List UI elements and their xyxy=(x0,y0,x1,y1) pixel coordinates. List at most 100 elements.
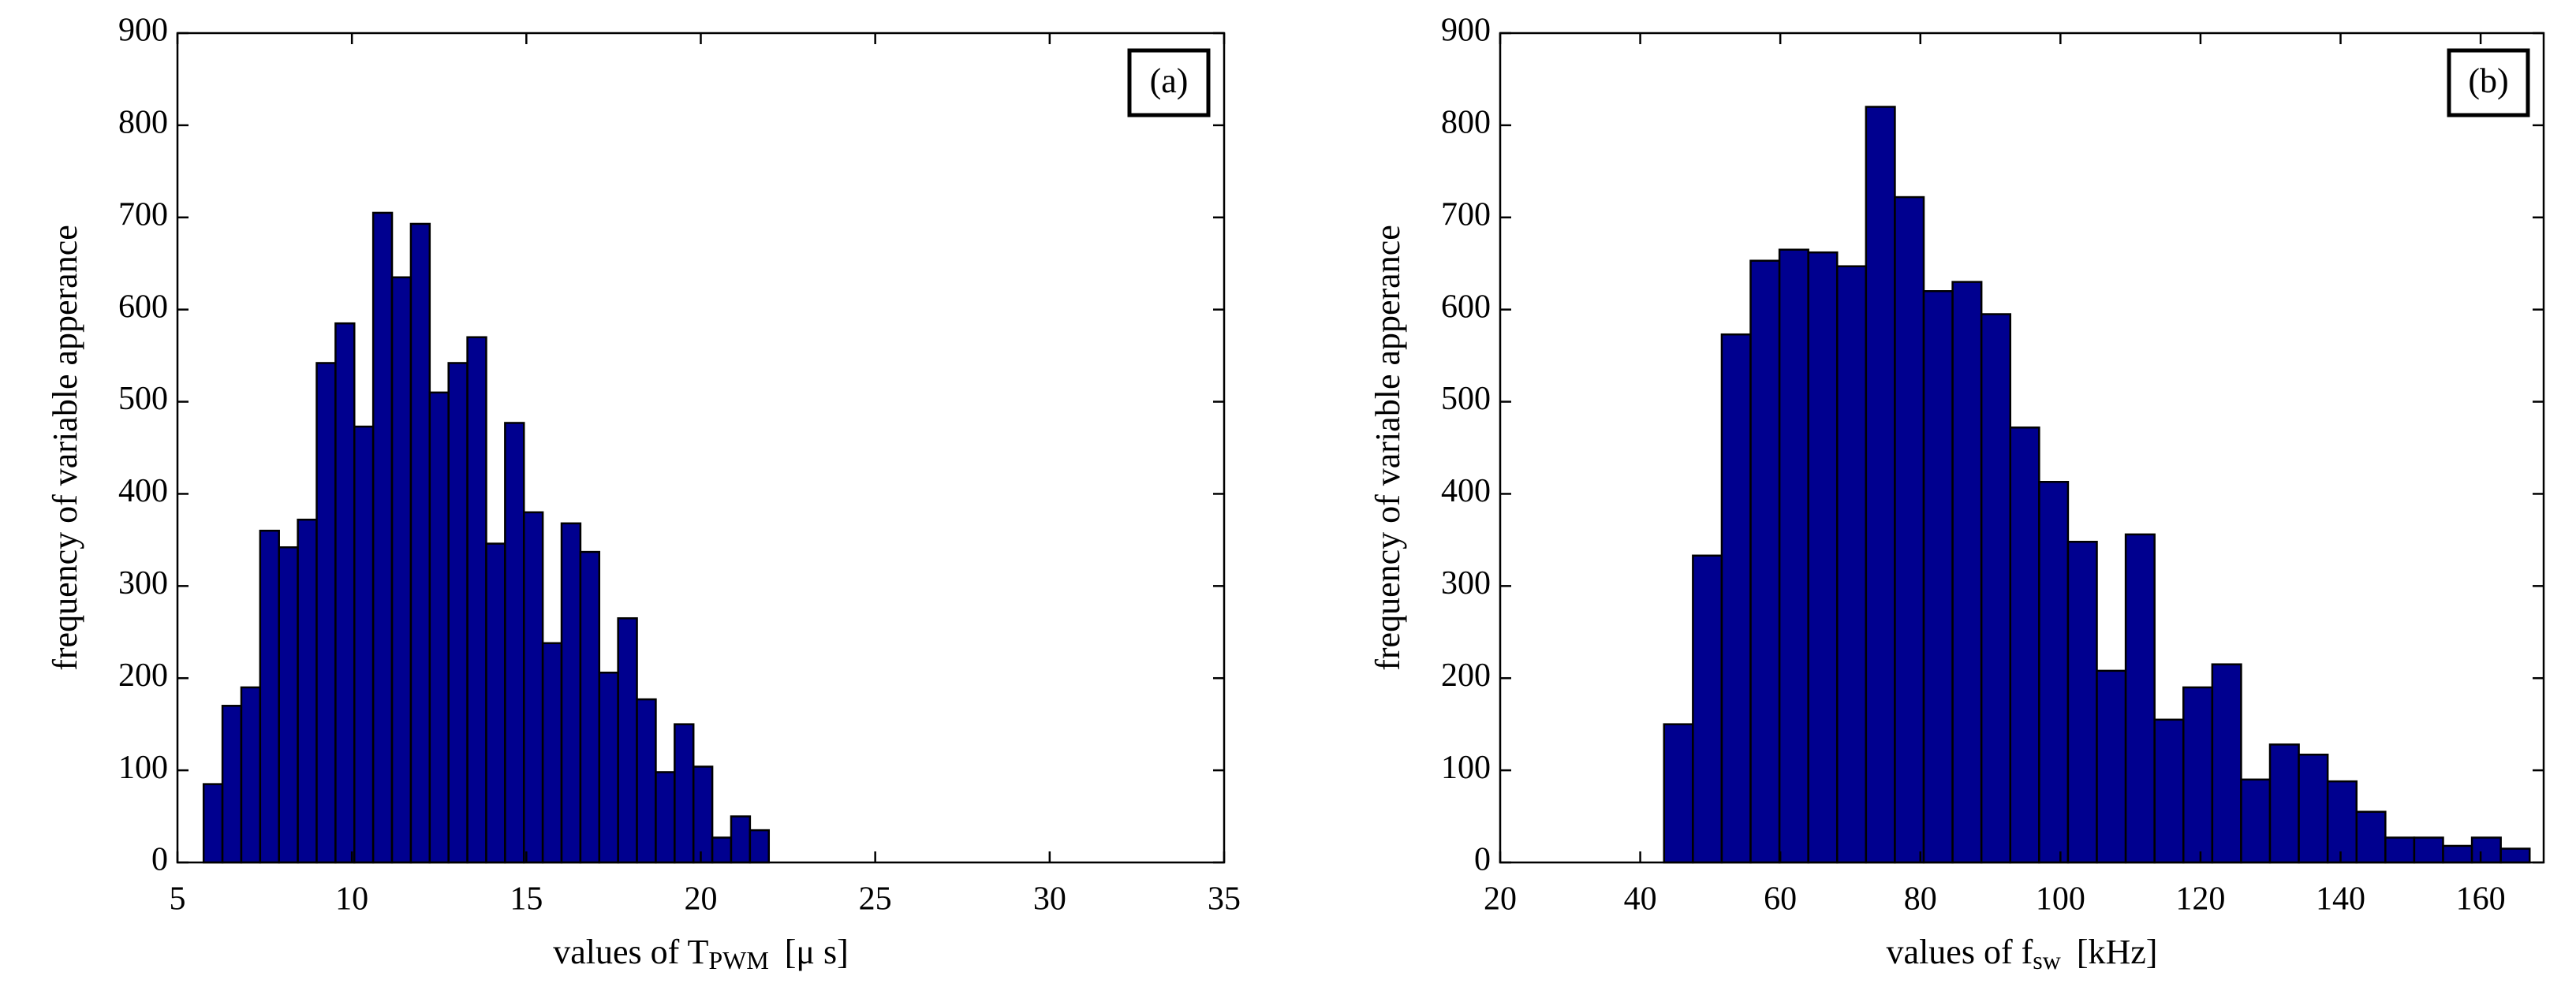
panel: 0 100 200 300 400 500 600 700 800 900 20 40 60 80 100 1… xyxy=(1368,13,2545,974)
bar xyxy=(334,322,356,864)
y-tick-label: 900 xyxy=(118,13,168,49)
bar xyxy=(315,362,337,864)
axes-box xyxy=(1499,32,2545,864)
bar xyxy=(1663,723,1694,864)
bar xyxy=(221,705,243,864)
bar xyxy=(1865,106,1896,864)
x-axis-label: values of TPWM [μ s] xyxy=(553,933,849,974)
x-tick-label: 20 xyxy=(685,881,718,918)
bar xyxy=(485,542,506,864)
bar xyxy=(428,391,450,864)
bar xyxy=(1807,251,1839,864)
bar xyxy=(447,362,469,864)
bar xyxy=(1778,248,1809,864)
y-tick-label: 0 xyxy=(151,842,168,878)
y-tick-label: 300 xyxy=(1441,565,1491,602)
bar xyxy=(2182,686,2214,864)
bar xyxy=(259,529,280,864)
y-tick-label: 600 xyxy=(1441,289,1491,325)
bar xyxy=(2499,847,2531,864)
bar xyxy=(655,771,676,864)
y-tick-label: 200 xyxy=(1441,657,1491,694)
y-tick-label: 500 xyxy=(1441,381,1491,417)
bar xyxy=(353,425,375,864)
x-tick-label: 100 xyxy=(2036,881,2085,918)
x-tick-label: 160 xyxy=(2456,881,2506,918)
bar xyxy=(2038,480,2070,864)
bar xyxy=(579,550,601,864)
bar xyxy=(1692,554,1723,864)
bar xyxy=(1980,313,2012,864)
bar xyxy=(1894,196,1925,864)
x-tick-label: 140 xyxy=(2316,881,2365,918)
bar xyxy=(730,815,752,864)
y-tick-label: 400 xyxy=(118,473,168,509)
bar xyxy=(504,422,525,864)
bar xyxy=(749,829,771,864)
bar xyxy=(1749,259,1781,864)
bar xyxy=(522,511,544,864)
bar xyxy=(2066,540,2098,864)
x-tick-label: 20 xyxy=(1484,881,1517,918)
y-tick-label: 500 xyxy=(118,381,168,417)
bar xyxy=(617,616,638,864)
bar xyxy=(297,518,318,864)
panel-label-box xyxy=(1127,48,1211,117)
bar xyxy=(409,222,431,864)
x-tick-label: 35 xyxy=(1208,881,1241,918)
x-tick-label: 40 xyxy=(1624,881,1657,918)
panel-label: (a) xyxy=(1150,61,1189,100)
bar xyxy=(560,522,582,864)
bar xyxy=(1836,265,1868,864)
bar xyxy=(598,671,619,864)
x-label-text: values of T xyxy=(553,933,708,971)
bar xyxy=(2153,718,2185,864)
y-tick-label: 700 xyxy=(118,196,168,233)
y-tick-label: 400 xyxy=(1441,473,1491,509)
bar xyxy=(2326,780,2358,864)
bar xyxy=(2298,753,2329,864)
x-label-unit: [kHz] xyxy=(2077,933,2158,971)
bar xyxy=(371,211,394,864)
y-axis-label: frequency of variable apperance xyxy=(46,225,84,671)
bar xyxy=(692,765,714,864)
x-tick-label: 30 xyxy=(1033,881,1066,918)
panel-label-box xyxy=(2447,48,2530,117)
bar xyxy=(2124,533,2156,864)
bar xyxy=(711,836,733,864)
x-tick-label: 15 xyxy=(510,881,543,918)
bar xyxy=(2240,778,2272,864)
y-tick-label: 800 xyxy=(118,105,168,141)
panel: 0 100 200 300 400 500 600 700 800 900 5 10 15 20 25 30 3… xyxy=(46,13,1241,975)
bar xyxy=(2009,427,2040,864)
bar xyxy=(202,783,224,864)
bar xyxy=(1922,290,1954,864)
x-label-subscript: sw xyxy=(2033,946,2061,974)
bar xyxy=(636,698,657,864)
bar xyxy=(278,546,299,864)
bar xyxy=(2096,669,2127,864)
bar xyxy=(2211,663,2242,864)
y-tick-label: 800 xyxy=(1441,105,1491,141)
x-tick-label: 10 xyxy=(335,881,368,918)
x-label-unit: [μ s] xyxy=(785,933,849,971)
x-tick-label: 80 xyxy=(1904,881,1937,918)
x-tick-label: 25 xyxy=(859,881,892,918)
bar xyxy=(1951,281,1983,864)
bar xyxy=(390,276,413,864)
y-tick-label: 0 xyxy=(1474,842,1491,878)
panel-label: (b) xyxy=(2468,61,2508,100)
y-tick-label: 600 xyxy=(118,289,168,325)
bar xyxy=(674,723,695,864)
x-axis-label: values of fsw [kHz] xyxy=(1887,933,2158,974)
y-tick-label: 100 xyxy=(118,750,168,786)
y-tick-label: 900 xyxy=(1441,13,1491,49)
y-axis-label: frequency of variable apperance xyxy=(1368,225,1407,671)
x-tick-label: 5 xyxy=(170,881,186,918)
bar xyxy=(541,642,563,864)
bar xyxy=(240,686,262,864)
bar xyxy=(466,336,487,864)
y-tick-label: 700 xyxy=(1441,196,1491,233)
